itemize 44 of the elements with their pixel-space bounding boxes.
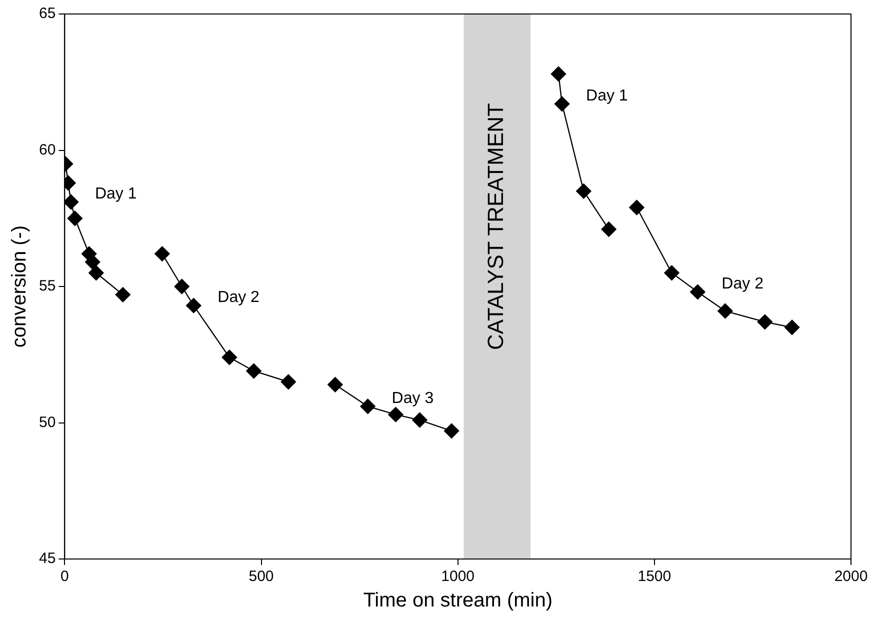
band-label: CATALYST TREATMENT	[483, 103, 508, 350]
point	[154, 246, 170, 262]
point	[115, 287, 130, 302]
point	[328, 377, 343, 392]
point	[554, 96, 570, 112]
x-tick-label: 1500	[638, 568, 672, 586]
series-label: Day 1	[586, 87, 628, 104]
point	[88, 265, 104, 280]
y-axis-title: conversion (-)	[8, 225, 31, 348]
point	[64, 194, 79, 210]
point	[550, 66, 566, 82]
point	[664, 265, 680, 280]
series-label: Day 2	[722, 275, 764, 292]
point	[601, 222, 616, 237]
point	[576, 184, 592, 199]
series-label: Day 3	[392, 390, 434, 407]
point	[246, 363, 262, 379]
series-label: Day 1	[94, 185, 137, 202]
point	[222, 350, 238, 365]
point	[280, 374, 296, 390]
point	[444, 423, 460, 439]
point	[174, 278, 190, 294]
y-tick-label: 65	[38, 5, 56, 22]
x-tick-label: 1000	[441, 568, 475, 586]
y-tick-label: 45	[38, 550, 56, 568]
point	[388, 406, 404, 422]
point	[629, 200, 644, 216]
point	[85, 254, 100, 270]
point	[718, 303, 733, 319]
point	[360, 398, 376, 414]
point	[186, 298, 202, 314]
x-tick-label: 500	[248, 568, 274, 586]
y-tick-label: 50	[38, 414, 56, 431]
point	[412, 412, 428, 428]
point	[690, 284, 706, 300]
point	[67, 210, 83, 226]
point	[757, 314, 772, 330]
series-label: Day 2	[218, 288, 260, 306]
x-tick-label: 0	[60, 568, 69, 586]
y-tick-label: 55	[38, 278, 56, 295]
x-axis-title: Time on stream (min)	[363, 590, 552, 612]
y-tick-label: 60	[38, 141, 56, 158]
x-tick-label: 2000	[834, 568, 868, 586]
point	[784, 320, 800, 335]
